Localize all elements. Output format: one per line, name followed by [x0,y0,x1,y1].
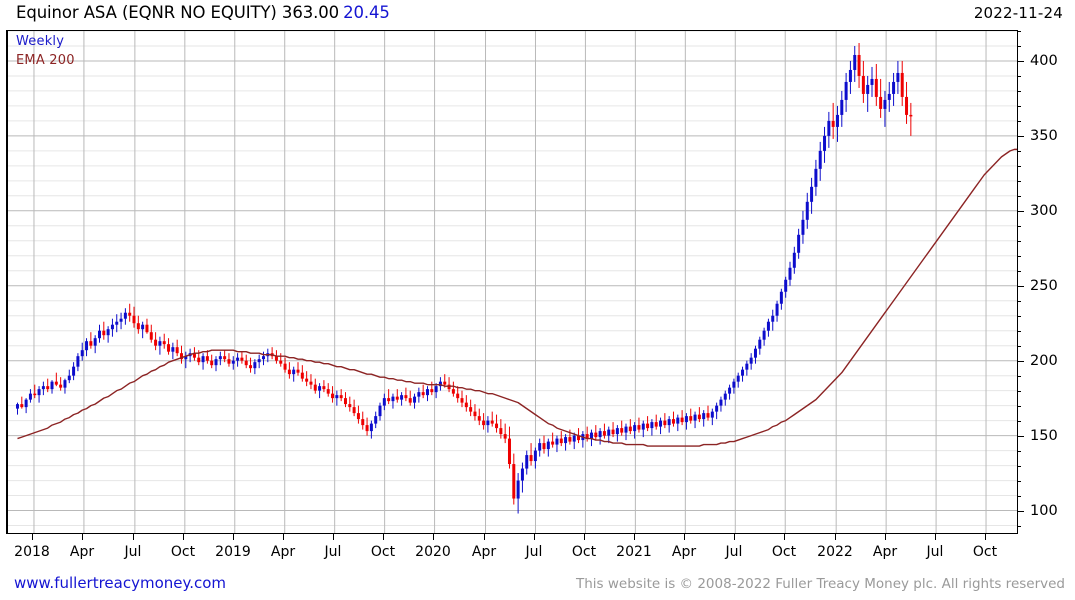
y-tick-label: 200 [1030,352,1058,369]
x-tick-mark [333,534,334,540]
y-minor-tick [1018,480,1021,482]
y-minor-tick [1018,31,1021,32]
x-tick-mark [634,534,635,540]
y-tick-mark [1018,360,1024,362]
x-tick-label: Jul [725,544,743,560]
x-tick-label: Apr [872,544,898,560]
y-minor-tick [1018,105,1021,107]
x-tick-mark [433,534,434,540]
x-tick-label: 2018 [14,544,50,560]
x-tick-mark [283,534,284,540]
y-minor-tick [1018,270,1021,272]
chart-footer: www.fullertreacymoney.com This website i… [0,572,1075,600]
x-tick-mark [935,534,936,540]
x-tick-mark [734,534,735,540]
y-minor-tick [1018,180,1021,182]
x-tick-mark [985,534,986,540]
y-minor-tick [1018,255,1021,257]
y-tick-label: 250 [1030,277,1058,294]
y-minor-tick [1018,120,1021,122]
x-tick-label: 2022 [817,544,853,560]
x-tick-label: Apr [671,544,697,560]
y-minor-tick [1018,315,1021,317]
y-minor-tick [1018,465,1021,467]
page-title: Equinor ASA (EQNR NO EQUITY) 363.00 20.45 [16,3,390,22]
y-minor-tick [1018,405,1021,407]
x-tick-label: 2020 [415,544,451,560]
y-tick-label: 150 [1030,427,1058,444]
y-minor-tick [1018,150,1021,152]
x-tick-label: Apr [270,544,296,560]
x-tick-mark [82,534,83,540]
y-tick-mark [1018,135,1024,137]
x-tick-label: Jul [926,544,944,560]
y-minor-tick [1018,330,1021,332]
y-minor-tick [1018,375,1021,377]
y-minor-tick [1018,240,1021,242]
x-tick-mark [534,534,535,540]
copyright-notice: This website is © 2008-2022 Fuller Treac… [576,576,1065,592]
chart-plot-area[interactable]: Weekly EMA 200 [6,30,1018,534]
y-minor-tick [1018,420,1021,422]
y-tick-mark [1018,435,1024,437]
x-tick-label: Jul [324,544,342,560]
x-tick-mark [183,534,184,540]
y-minor-tick [1018,525,1021,527]
y-minor-tick [1018,76,1021,77]
y-tick-mark [1018,210,1024,212]
x-tick-mark [484,534,485,540]
y-minor-tick [1018,495,1021,497]
x-tick-mark [233,534,234,540]
x-tick-label: Oct [170,544,196,560]
y-tick-mark [1018,61,1024,62]
x-tick-mark [133,534,134,540]
instrument-name: Equinor ASA [16,3,117,22]
y-axis: 100 150 200 250 300 350 400 [1018,30,1075,534]
x-tick-label: Jul [525,544,543,560]
y-minor-tick [1018,345,1021,347]
x-tick-label: Oct [771,544,797,560]
y-tick-label: 350 [1030,127,1058,144]
x-tick-label: Apr [471,544,497,560]
price-series-layer [15,42,1017,514]
x-tick-mark [835,534,836,540]
y-minor-tick [1018,165,1021,167]
grid-layer [8,31,1017,533]
y-minor-tick [1018,450,1021,452]
y-minor-tick [1018,225,1021,227]
chart-date: 2022-11-24 [973,4,1063,22]
x-tick-mark [784,534,785,540]
y-minor-tick [1018,46,1021,47]
x-tick-label: Oct [972,544,998,560]
chart-header: Equinor ASA (EQNR NO EQUITY) 363.00 20.45… [0,0,1075,26]
x-tick-label: 2019 [215,544,251,560]
x-tick-mark [584,534,585,540]
instrument-ticker: (EQNR NO EQUITY) [121,3,277,22]
y-minor-tick [1018,90,1021,92]
x-axis: 2018 Apr Jul Oct 2019 Apr Jul Oct 2020 Apr Jul Oct 2… [6,534,1018,564]
y-tick-label: 300 [1030,202,1058,219]
x-tick-label: Oct [571,544,597,560]
website-link[interactable]: www.fullertreacymoney.com [14,574,227,592]
price-change: 20.45 [343,3,390,22]
x-tick-label: Jul [124,544,142,560]
y-minor-tick [1018,195,1021,197]
x-tick-mark [383,534,384,540]
x-tick-label: Apr [69,544,95,560]
x-tick-label: 2021 [616,544,652,560]
y-tick-mark [1018,285,1024,287]
last-price: 363.00 [281,3,340,22]
y-tick-label: 400 [1030,53,1058,69]
x-tick-mark [885,534,886,540]
y-tick-mark [1018,510,1024,512]
y-minor-tick [1018,390,1021,392]
y-minor-tick [1018,300,1021,302]
x-tick-mark [684,534,685,540]
x-tick-mark [32,534,33,540]
x-tick-label: Oct [370,544,396,560]
y-tick-label: 100 [1030,502,1058,519]
